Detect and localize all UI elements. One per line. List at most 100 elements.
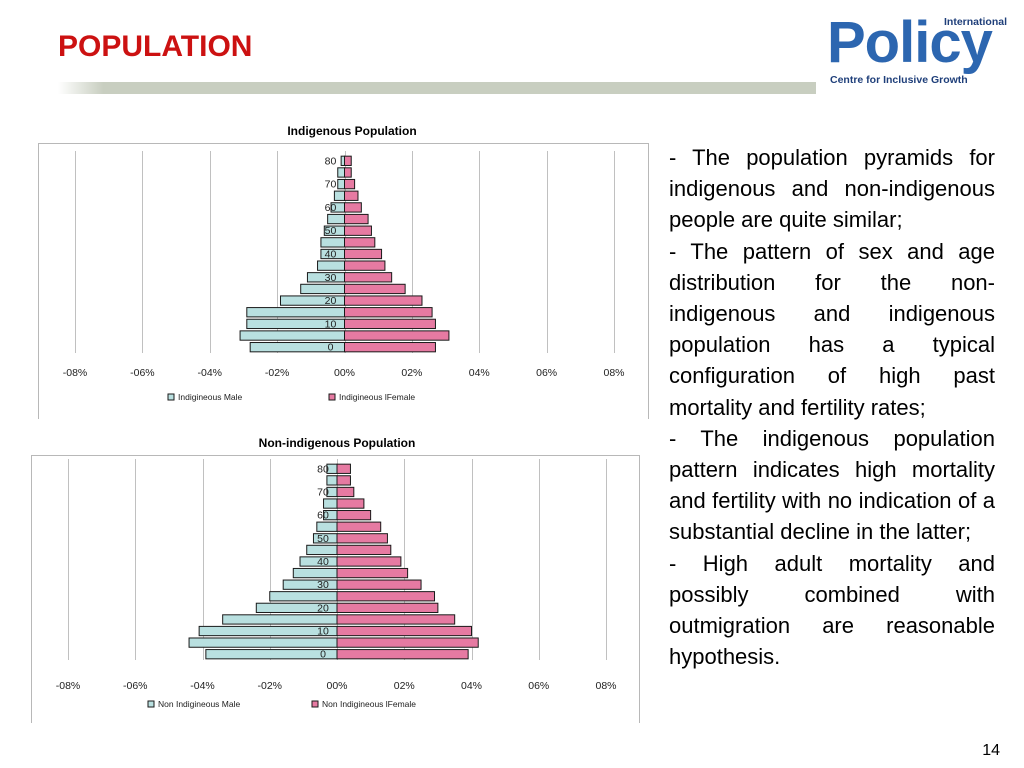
male-bar — [300, 283, 345, 295]
commentary-paragraph-1: - The population pyramids for indigenous… — [669, 145, 995, 233]
x-tick-label: 00% — [326, 680, 347, 692]
age-tick-label: 60 — [325, 202, 337, 214]
age-tick-label: 70 — [325, 179, 337, 191]
female-bar — [336, 486, 355, 498]
age-tick-label: 60 — [317, 510, 329, 522]
chart-title-indigenous: Indigenous Population — [287, 124, 417, 138]
x-tick-label: 08% — [603, 367, 624, 379]
age-tick-label: 50 — [317, 533, 329, 545]
x-tick-label: -06% — [130, 367, 155, 379]
x-tick-label: -02% — [257, 680, 282, 692]
male-bar — [316, 521, 338, 532]
x-tick-label: 06% — [536, 367, 557, 379]
age-tick-label: 80 — [317, 463, 329, 475]
legend-label-male: Non Indigineous Male — [158, 699, 240, 709]
x-tick-label: -06% — [123, 680, 148, 692]
age-tick-label: 0 — [320, 649, 326, 661]
male-bar — [323, 498, 338, 509]
male-bar — [306, 544, 338, 556]
commentary-text: - The population pyramids for indigenous… — [669, 142, 995, 672]
x-tick-label: 04% — [469, 367, 490, 379]
female-bar — [344, 283, 406, 295]
female-bar — [344, 272, 393, 283]
male-bar — [205, 649, 338, 660]
female-bar — [336, 614, 456, 625]
legend-swatch-female — [311, 700, 319, 708]
male-bar — [333, 190, 345, 201]
male-bar — [337, 167, 346, 178]
female-bar — [336, 498, 365, 509]
female-bar — [336, 637, 479, 648]
male-bar — [327, 213, 345, 225]
female-bar — [344, 342, 436, 353]
male-bar — [337, 178, 346, 190]
age-tick-label: 40 — [325, 249, 337, 261]
x-tick-label: -04% — [197, 367, 222, 379]
female-bar — [344, 295, 423, 306]
female-bar — [336, 521, 382, 532]
male-bar — [292, 567, 338, 579]
x-tick-label: -02% — [265, 367, 290, 379]
male-bar — [246, 307, 345, 318]
page-title: POPULATION — [58, 30, 253, 63]
female-bar — [336, 649, 469, 660]
age-tick-label: 0 — [328, 342, 334, 354]
female-bar — [336, 567, 409, 579]
page-number: 14 — [982, 742, 1000, 759]
x-tick-label: 08% — [595, 680, 616, 692]
male-bar — [269, 591, 338, 602]
female-bar — [336, 463, 351, 474]
x-tick-label: 06% — [528, 680, 549, 692]
legend-label-female: Indigineous lFemale — [339, 392, 415, 402]
legend-label-male: Indigineous Male — [178, 392, 243, 402]
age-tick-label: 20 — [325, 295, 337, 307]
female-bar — [336, 544, 392, 556]
age-tick-label: 40 — [317, 556, 329, 568]
age-tick-label: 80 — [325, 155, 337, 167]
female-bar — [336, 556, 402, 567]
female-bar — [344, 330, 450, 341]
male-bar — [320, 237, 346, 248]
female-bar — [344, 213, 369, 225]
commentary-paragraph-2: - The pattern of sex and age distributio… — [669, 238, 995, 420]
female-bar — [336, 533, 388, 544]
female-bar — [336, 579, 422, 590]
commentary-paragraph-3: - The indigenous population pattern indi… — [669, 425, 995, 545]
age-tick-label: 10 — [317, 626, 329, 638]
female-bar — [344, 202, 362, 213]
male-bar — [239, 330, 346, 341]
logo-policy-text: Policy — [827, 10, 993, 75]
age-tick-label: 30 — [325, 272, 337, 284]
x-tick-label: 02% — [401, 367, 422, 379]
x-tick-label: -08% — [63, 367, 88, 379]
policy-centre-logo: International Policy Centre for Inclusiv… — [825, 8, 1015, 90]
female-bar — [344, 307, 433, 318]
indigenous-population-pyramid: -08% -06% -04% -02% 00% 02% 04% 06% 08% 0 10 20 30 40… — [38, 143, 649, 419]
male-bar — [282, 579, 338, 590]
logo-international-text: International — [944, 16, 1008, 28]
chart-frame — [38, 143, 649, 419]
female-bar — [344, 318, 436, 330]
chart-title-non-indigenous: Non-indigenous Population — [258, 436, 416, 450]
legend-swatch-female — [328, 393, 336, 401]
x-tick-label: 00% — [334, 367, 355, 379]
male-bar — [188, 637, 338, 648]
female-bar — [344, 190, 359, 201]
male-bar — [222, 614, 338, 625]
female-bar — [336, 475, 351, 486]
female-bar — [344, 178, 356, 190]
x-tick-label: 04% — [461, 680, 482, 692]
age-tick-label: 70 — [317, 486, 329, 498]
x-tick-label: -08% — [56, 680, 81, 692]
logo-subtitle-text: Centre for Inclusive Growth — [830, 74, 968, 86]
female-bar — [344, 260, 386, 271]
age-tick-label: 20 — [317, 602, 329, 614]
male-bar — [326, 475, 338, 486]
chart-frame — [31, 455, 640, 723]
female-bar — [336, 591, 436, 602]
age-tick-label: 50 — [325, 225, 337, 237]
x-tick-label: -04% — [190, 680, 215, 692]
legend-swatch-male — [147, 700, 155, 708]
male-bar — [340, 155, 346, 166]
female-bar — [336, 510, 372, 521]
